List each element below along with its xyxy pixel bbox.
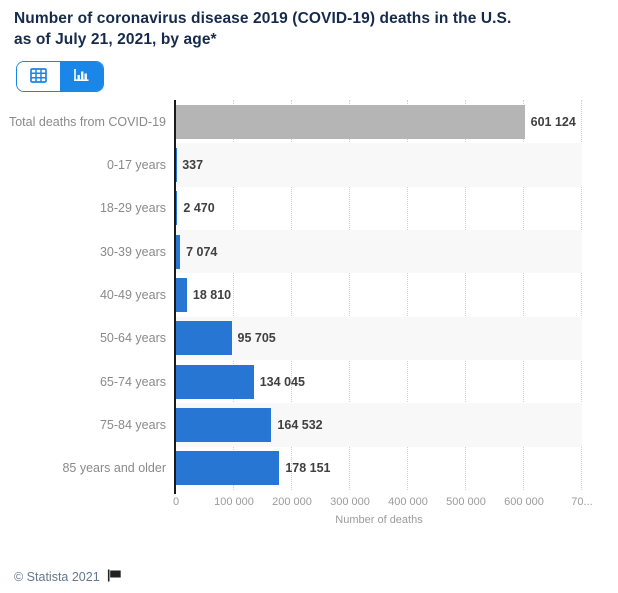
- x-gridline: [349, 100, 350, 490]
- x-tick-label: 70...: [571, 496, 593, 508]
- value-label: 7 074: [186, 244, 218, 259]
- page-title: Number of coronavirus disease 2019 (COVI…: [14, 8, 610, 50]
- x-tick-label: 500 000: [446, 496, 486, 508]
- view-toggle: [16, 61, 104, 92]
- value-label: 601 124: [530, 114, 576, 129]
- bar-chart-icon: [73, 68, 90, 86]
- row-stripe: [176, 143, 582, 187]
- x-tick-label: 600 000: [504, 496, 544, 508]
- x-gridline: [465, 100, 466, 490]
- x-gridline: [581, 100, 582, 490]
- x-gridline: [523, 100, 524, 490]
- y-axis-line: [174, 100, 176, 494]
- bar[interactable]: [176, 451, 280, 486]
- flag-icon: [107, 569, 122, 585]
- title-line-2: as of July 21, 2021, by age*: [14, 31, 217, 48]
- category-label: 0-17 years: [106, 157, 166, 172]
- row-stripe: [176, 230, 582, 274]
- x-gridline: [233, 100, 234, 490]
- credit-text: © Statista 2021: [14, 570, 100, 584]
- category-label: 18-29 years: [99, 201, 166, 216]
- bar[interactable]: [176, 364, 254, 399]
- bar[interactable]: [176, 104, 525, 139]
- bar[interactable]: [176, 278, 187, 312]
- value-label: 18 810: [192, 287, 232, 302]
- category-label: 50-64 years: [99, 331, 166, 346]
- category-label: 65-74 years: [99, 374, 166, 389]
- category-label: 75-84 years: [99, 417, 166, 432]
- value-label: 178 151: [285, 461, 331, 476]
- table-view-button[interactable]: [17, 62, 60, 91]
- value-label: 95 705: [237, 331, 276, 346]
- credit-link[interactable]: © Statista 2021: [14, 569, 122, 585]
- row-stripe: [176, 316, 582, 360]
- x-tick-label: 200 000: [272, 496, 312, 508]
- x-tick-label: 100 000: [214, 496, 254, 508]
- x-gridline: [407, 100, 408, 490]
- title-line-1: Number of coronavirus disease 2019 (COVI…: [14, 10, 512, 27]
- x-gridline: [291, 100, 292, 490]
- chart-view-button[interactable]: [60, 62, 103, 91]
- category-label: 40-49 years: [99, 287, 166, 302]
- value-label: 164 532: [277, 417, 323, 432]
- bar[interactable]: [176, 234, 181, 269]
- x-tick-label: 400 000: [388, 496, 428, 508]
- value-label: 134 045: [259, 374, 305, 389]
- category-label: Total deaths from COVID-19: [8, 114, 166, 129]
- category-label: 30-39 years: [99, 244, 166, 259]
- x-tick-label: 300 000: [330, 496, 370, 508]
- value-label: 2 470: [183, 201, 215, 216]
- bar[interactable]: [176, 408, 272, 442]
- bar[interactable]: [176, 321, 232, 356]
- category-label: 85 years and older: [62, 461, 166, 476]
- x-tick-label: 0: [172, 496, 180, 508]
- value-label: 337: [182, 157, 204, 172]
- bar[interactable]: [176, 191, 178, 226]
- table-grid-icon: [30, 67, 47, 86]
- x-axis-title: Number of deaths: [335, 514, 423, 526]
